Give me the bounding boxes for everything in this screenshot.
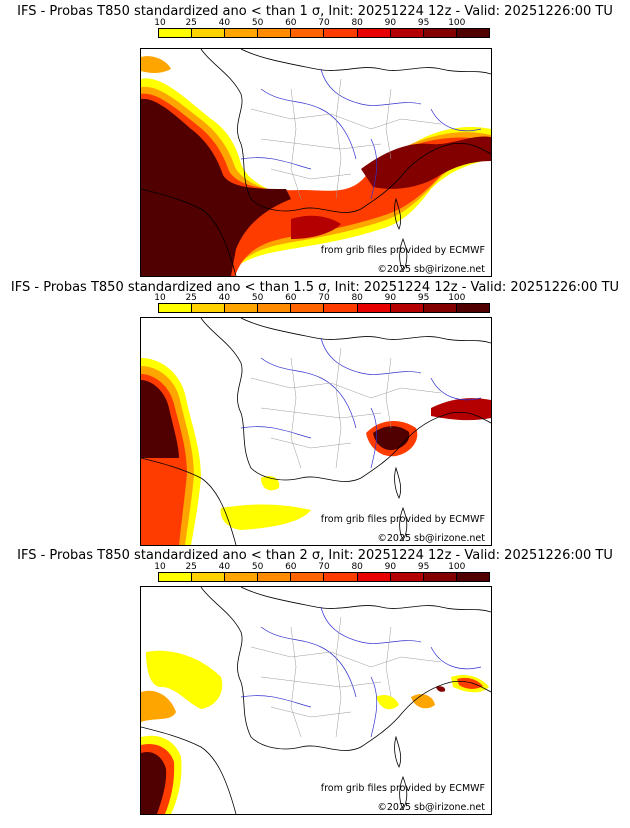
colorbar-segment (357, 29, 391, 37)
colorbar-segment (192, 29, 226, 37)
colorbar-label: 40 (218, 293, 231, 303)
colorbar (158, 572, 490, 582)
colorbar-segment (159, 29, 193, 37)
admin-boundaries (250, 347, 442, 469)
colorbar-label: 10 (154, 293, 166, 303)
colorbar-label: 40 (218, 18, 231, 28)
colorbar-segment (390, 304, 424, 312)
colorbar-label: 95 (417, 562, 430, 572)
colorbar-label: 25 (185, 293, 197, 303)
colorbar-segment (192, 573, 226, 581)
colorbar-segment (225, 573, 259, 581)
colorbar-segment (159, 573, 193, 581)
colorbar-label: 100 (448, 562, 466, 572)
probability-map: from grib files provided by ECMWF ©2025 … (140, 48, 492, 277)
map-graphic (141, 49, 491, 276)
colorbar-segment (258, 29, 292, 37)
colorbar-segment (390, 573, 424, 581)
credit-copyright: ©2025 sb@irizone.net (377, 533, 485, 544)
colorbar-segment (258, 573, 292, 581)
colorbar-segment (291, 573, 325, 581)
colorbar-label: 10 (154, 562, 166, 572)
admin-boundaries (250, 78, 442, 200)
colorbar-label: 70 (318, 293, 330, 303)
map-graphic (141, 587, 491, 814)
colorbar-label: 60 (285, 18, 297, 28)
rivers (240, 68, 482, 200)
map-graphic (141, 318, 491, 545)
probability-map: from grib files provided by ECMWF ©2025 … (140, 317, 492, 546)
credit-copyright: ©2025 sb@irizone.net (377, 264, 485, 275)
colorbar-segment (456, 304, 489, 312)
colorbar-label: 90 (384, 293, 397, 303)
map-panel-1sigma: IFS - Probas T850 standardized ano < tha… (0, 0, 630, 277)
colorbar-label: 50 (251, 562, 264, 572)
colorbar-segment (225, 29, 259, 37)
admin-boundaries (250, 616, 442, 738)
colorbar-label: 95 (417, 293, 430, 303)
colorbar-segment (291, 29, 325, 37)
colorbar-label: 25 (185, 18, 197, 28)
colorbar-segment (159, 304, 193, 312)
colorbar-segment (291, 304, 325, 312)
probability-shading (141, 650, 489, 814)
rivers (240, 337, 482, 469)
colorbar-label: 90 (384, 18, 397, 28)
colorbar-segment (456, 573, 489, 581)
colorbar-segment (423, 573, 457, 581)
colorbar-label: 60 (285, 293, 297, 303)
coastlines (141, 318, 491, 545)
colorbar-label: 40 (218, 562, 231, 572)
colorbar-label: 10 (154, 18, 166, 28)
colorbar (158, 303, 490, 313)
panel-title: IFS - Probas T850 standardized ano < tha… (17, 4, 613, 19)
colorbar-label: 80 (351, 562, 363, 572)
coastlines (141, 49, 491, 276)
colorbar-labels: 10 25 40 50 60 70 80 90 95 100 (154, 562, 490, 572)
colorbar-segment (324, 29, 358, 37)
colorbar-segment (390, 29, 424, 37)
colorbar-label: 70 (318, 18, 330, 28)
colorbar-label: 70 (318, 562, 330, 572)
colorbar (158, 28, 490, 38)
colorbar-label: 90 (384, 562, 397, 572)
colorbar-segment (423, 29, 457, 37)
colorbar-segment (324, 573, 358, 581)
probability-map: from grib files provided by ECMWF ©2025 … (140, 586, 492, 815)
colorbar-labels: 10 25 40 50 60 70 80 90 95 100 (154, 18, 490, 28)
colorbar-segment (192, 304, 226, 312)
map-panel-1-5sigma: IFS - Probas T850 standardized ano < tha… (0, 270, 630, 546)
colorbar-segment (357, 573, 391, 581)
colorbar-label: 100 (448, 18, 466, 28)
colorbar-label: 95 (417, 18, 430, 28)
colorbar-label: 100 (448, 293, 466, 303)
rivers (240, 606, 482, 738)
colorbar-label: 50 (251, 18, 264, 28)
credit-copyright: ©2025 sb@irizone.net (377, 802, 485, 813)
colorbar-label: 80 (351, 18, 363, 28)
colorbar-label: 60 (285, 562, 297, 572)
colorbar-label: 25 (185, 562, 197, 572)
credit-source: from grib files provided by ECMWF (320, 514, 485, 525)
colorbar-segment (456, 29, 489, 37)
colorbar-segment (225, 304, 259, 312)
credit-source: from grib files provided by ECMWF (320, 783, 485, 794)
colorbar-segment (423, 304, 457, 312)
panel-title: IFS - Probas T850 standardized ano < tha… (17, 548, 613, 563)
colorbar-segment (324, 304, 358, 312)
colorbar-labels: 10 25 40 50 60 70 80 90 95 100 (154, 293, 490, 303)
colorbar-segment (357, 304, 391, 312)
panel-title: IFS - Probas T850 standardized ano < tha… (10, 280, 620, 295)
colorbar-label: 50 (251, 293, 264, 303)
credit-source: from grib files provided by ECMWF (320, 245, 485, 256)
map-panel-2sigma: IFS - Probas T850 standardized ano < tha… (0, 540, 630, 815)
probability-shading (141, 56, 491, 276)
coastlines (141, 587, 491, 814)
colorbar-segment (258, 304, 292, 312)
colorbar-label: 80 (351, 293, 363, 303)
